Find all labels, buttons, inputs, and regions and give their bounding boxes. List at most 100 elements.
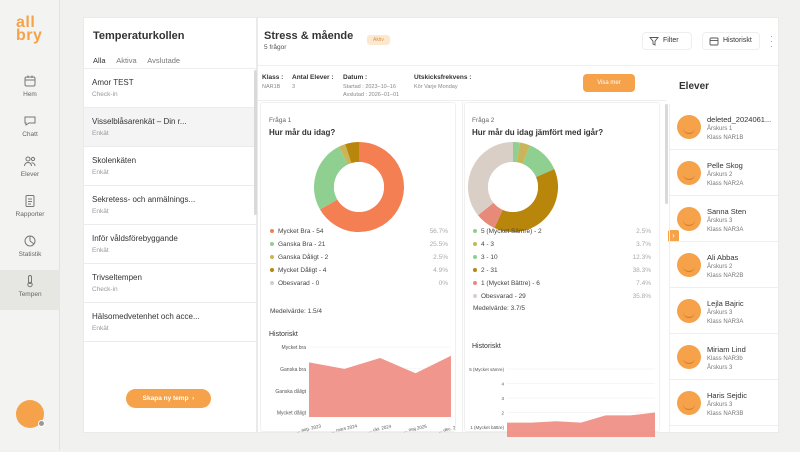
- survey-name: Visselblåsarenkät – Din r...: [92, 117, 248, 126]
- survey-type: Enkät: [92, 247, 248, 254]
- legend-label: Ganska Dåligt - 2: [278, 254, 328, 261]
- nav-label: Elever: [21, 171, 39, 178]
- donut-hole: [488, 162, 538, 212]
- meta-value: NAR1B: [262, 83, 283, 91]
- nav-item-elever[interactable]: Elever: [0, 150, 60, 190]
- scrollbar[interactable]: [665, 104, 668, 204]
- meta-label: Klass :: [262, 74, 283, 81]
- question-number: Fråga 2: [472, 117, 494, 124]
- legend-percent: 35.8%: [633, 293, 651, 300]
- donut-slice[interactable]: [343, 154, 348, 156]
- student-card[interactable]: Ali Abbas Årskurs 2 Klass NAR2B: [670, 242, 779, 288]
- survey-name: Sekretess- och anmälnings...: [92, 195, 248, 204]
- filter-button[interactable]: Filter: [642, 32, 692, 50]
- calendar-icon: [23, 74, 37, 88]
- tab-bar: Alla Aktiva Avslutade: [93, 56, 189, 65]
- legend-label: 2 - 31: [481, 267, 498, 274]
- donut-slice[interactable]: [348, 152, 359, 154]
- legend-label: Mycket Bra - 54: [278, 228, 324, 235]
- meta-label: Utskicksfrekvens :: [414, 74, 471, 81]
- legend-percent: 12.3%: [633, 254, 651, 261]
- survey-item[interactable]: Hälsomedvetenhet och acce... Enkät: [84, 303, 256, 342]
- nav-item-rapporter[interactable]: Rapporter: [0, 190, 60, 230]
- legend-dot: [473, 268, 477, 272]
- nav-item-hem[interactable]: Hem: [0, 70, 60, 110]
- legend-label: 5 (Mycket Sämre) - 2: [481, 228, 542, 235]
- question-text: Hur mår du idag?: [269, 128, 335, 137]
- area-series: [507, 413, 655, 438]
- panel-title: Temperaturkollen: [93, 30, 185, 42]
- show-more-button[interactable]: Visa mer: [583, 74, 635, 92]
- divider: [258, 100, 666, 101]
- users-icon: [23, 154, 37, 168]
- survey-name: Hälsomedvetenhet och acce...: [92, 312, 248, 321]
- create-survey-button[interactable]: Skapa ny temp ›: [126, 389, 211, 408]
- student-class: Klass NAR3A: [707, 319, 743, 325]
- meta-value: Avslutad : 2026–01–01: [343, 91, 399, 99]
- history-button[interactable]: Historiskt: [702, 32, 760, 50]
- nav-item-statistik[interactable]: Statistik: [0, 230, 60, 270]
- student-avatar: [677, 115, 701, 139]
- student-year: Årskurs 2: [707, 264, 732, 270]
- user-avatar[interactable]: [16, 400, 44, 428]
- meta-label: Antal Elever :: [292, 74, 334, 81]
- status-dot: [38, 420, 45, 427]
- more-options-icon[interactable]: ···: [770, 34, 774, 49]
- legend-percent: 56.7%: [430, 228, 448, 235]
- student-year: Årskurs 3: [707, 402, 732, 408]
- student-class: Klass NAR2A: [707, 181, 743, 187]
- survey-item[interactable]: Sekretess- och anmälnings...Enkät: [84, 186, 256, 225]
- filter-label: Filter: [663, 37, 679, 44]
- divider: [258, 65, 778, 66]
- y-tick-label: Ganska bra: [280, 367, 306, 373]
- survey-type: Enkät: [92, 325, 248, 332]
- student-avatar: [677, 161, 701, 185]
- legend-label: 1 (Mycket Bättre) - 6: [481, 280, 540, 287]
- legend-dot: [270, 268, 274, 272]
- tab-avslutade[interactable]: Avslutade: [147, 56, 180, 65]
- x-tick-label: ... dec. 2025: [438, 423, 455, 433]
- thermometer-icon: [23, 274, 37, 288]
- student-avatar: [677, 299, 701, 323]
- survey-type: Enkät: [92, 130, 248, 137]
- logo: all bry: [16, 16, 46, 42]
- student-class: Klass NAR2B: [707, 273, 743, 279]
- area-series: [309, 356, 451, 417]
- legend-dot: [270, 255, 274, 259]
- nav-item-tempen[interactable]: Tempen: [0, 270, 60, 310]
- student-avatar: [677, 207, 701, 231]
- meta-value: 3: [292, 83, 334, 91]
- nav-item-chatt[interactable]: Chatt: [0, 110, 60, 150]
- student-name: Ali Abbas: [707, 253, 777, 262]
- student-class: Klass NAR1B: [707, 135, 743, 141]
- tab-aktiva[interactable]: Aktiva: [116, 56, 136, 65]
- x-tick-label: ... okt. 2024: [368, 424, 393, 434]
- student-name: Haris Sejdic: [707, 391, 777, 400]
- survey-item[interactable]: Visselblåsarenkät – Din r... Enkät: [84, 108, 256, 147]
- donut-slice[interactable]: [518, 152, 526, 154]
- meta-label: Datum :: [343, 74, 399, 81]
- donut-slice[interactable]: [486, 209, 499, 219]
- x-tick-label: ... maj 2025: [403, 424, 428, 434]
